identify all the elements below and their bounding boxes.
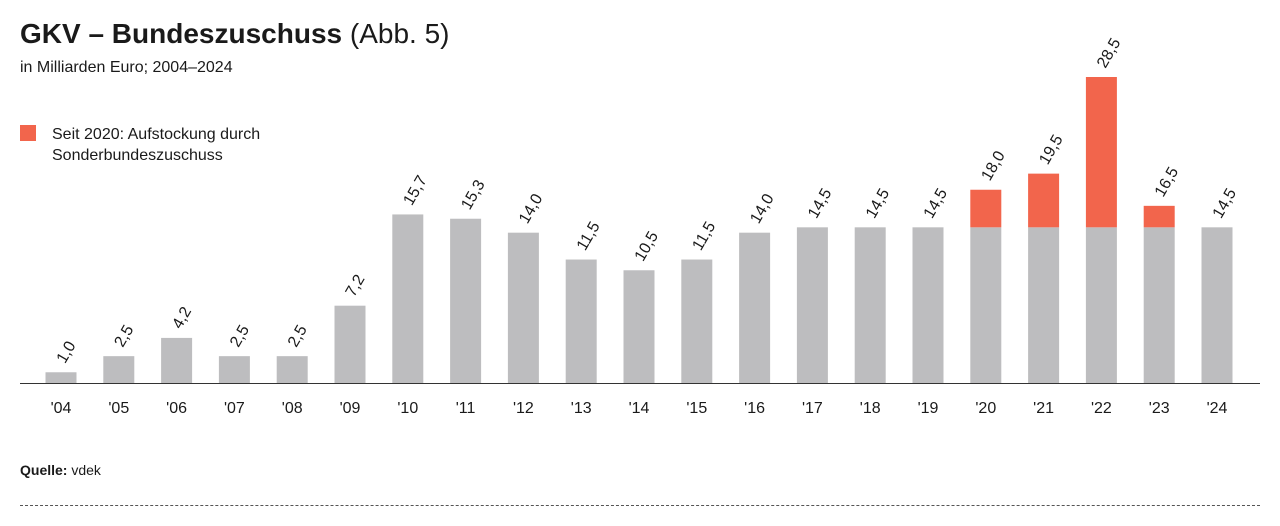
bar-base (45, 372, 77, 383)
x-tick-label: '12 (513, 400, 534, 417)
bar-base (334, 305, 366, 383)
bar-value-label: 14,5 (863, 186, 893, 222)
x-tick-label: '05 (108, 400, 129, 417)
x-tick-label: '16 (744, 400, 765, 417)
bar-base (623, 270, 655, 383)
bar-chart: 1,0 '04 2,5 '05 4,2 '06 2,5 '07 2,5 '08 7,2 '09 15,7… (20, 35, 1260, 417)
bar-value-label: 16,5 (1152, 164, 1182, 200)
bar-base (276, 356, 308, 383)
bar-value-label: 4,2 (169, 304, 195, 332)
x-tick-label: '10 (397, 400, 418, 417)
bar-value-label: 14,5 (805, 186, 835, 222)
x-tick-label: '09 (340, 400, 361, 417)
source-value: vdek (71, 462, 101, 478)
legend: Seit 2020: Aufstockung durch Sonderbunde… (20, 124, 312, 166)
bar-value-label: 15,7 (401, 173, 431, 209)
bar-value-label: 11,5 (574, 219, 604, 254)
x-tick-label: '20 (975, 400, 996, 417)
x-tick-label: '24 (1207, 400, 1228, 417)
chart-subtitle: in Milliarden Euro; 2004–2024 (20, 59, 233, 76)
bar-base (739, 232, 771, 383)
bar-value-label: 10,5 (632, 229, 662, 265)
legend-label-special: Seit 2020: Aufstockung durch Sonderbunde… (52, 126, 261, 164)
source-label: Quelle: (20, 462, 68, 478)
x-tick-label: '04 (51, 400, 72, 417)
x-tick-label: '17 (802, 400, 823, 417)
bar-base (912, 227, 944, 383)
bar-base (507, 232, 539, 383)
x-tick-label: '22 (1091, 400, 1112, 417)
bar-base (796, 227, 828, 383)
bar-base (450, 218, 482, 383)
chart-title-figure-ref: (Abb. 5) (349, 18, 450, 49)
x-tick-label: '23 (1149, 400, 1170, 417)
bar-value-label: 2,5 (112, 322, 138, 350)
bar-special (1085, 77, 1117, 228)
bar-base (103, 356, 135, 383)
bar-special (1028, 173, 1060, 228)
bar-base (1028, 227, 1060, 383)
x-tick-label: '11 (456, 400, 476, 417)
chart-title-main: GKV – Bundeszuschuss (20, 18, 343, 49)
bar-value-label: 11,5 (690, 219, 720, 254)
bar-value-label: 14,5 (921, 186, 951, 222)
bar-value-label: 14,0 (747, 191, 777, 227)
bar-base (1085, 227, 1117, 383)
bar-value-label: 19,5 (1036, 132, 1066, 168)
bar-base (854, 227, 886, 383)
bar-special (970, 189, 1002, 228)
x-tick-label: '14 (629, 400, 650, 417)
bar-base (565, 259, 597, 383)
x-tick-label: '18 (860, 400, 881, 417)
x-tick-label: '15 (686, 400, 707, 417)
bar-base (392, 214, 424, 383)
x-tick-label: '13 (571, 400, 592, 417)
bar-value-label: 1,0 (54, 338, 80, 366)
source-line: Quelle: vdek (20, 461, 101, 479)
chart-title: GKV – Bundeszuschuss (Abb. 5) (20, 16, 449, 52)
x-tick-label: '21 (1033, 400, 1054, 417)
bar-base (218, 356, 250, 383)
x-tick-label: '06 (166, 400, 187, 417)
footer-divider (20, 505, 1260, 506)
bar-base (161, 337, 193, 383)
bar-base (681, 259, 713, 383)
bar-value-label: 2,5 (227, 322, 253, 350)
bar-value-label: 2,5 (285, 322, 311, 350)
bar-value-label: 7,2 (343, 272, 369, 300)
bar-base (970, 227, 1002, 383)
bar-value-label: 15,3 (458, 177, 488, 213)
x-tick-label: '19 (918, 400, 939, 417)
bar-special (1143, 205, 1175, 228)
legend-swatch-special (20, 125, 36, 141)
bar-base (1143, 227, 1175, 383)
bar-value-label: 18,0 (979, 148, 1009, 184)
x-tick-label: '07 (224, 400, 245, 417)
bar-value-label: 14,0 (516, 191, 546, 227)
bar-base (1201, 227, 1233, 383)
bar-value-label: 14,5 (1210, 186, 1240, 222)
x-tick-label: '08 (282, 400, 303, 417)
bar-value-label: 28,5 (1094, 35, 1124, 71)
